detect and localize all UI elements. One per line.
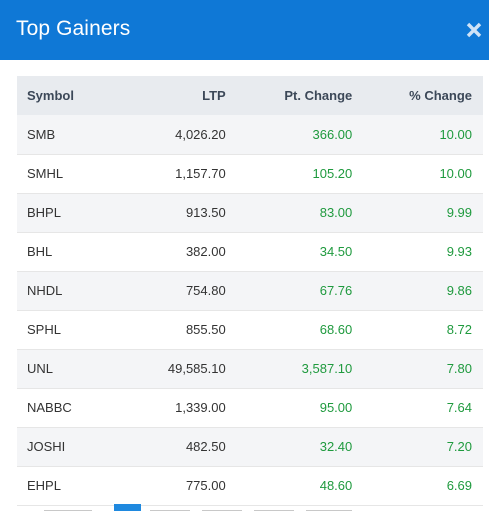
cell-ltp: 913.50: [185, 205, 226, 220]
cell-pt-change: 3,587.10: [301, 361, 353, 376]
cell-ltp: 754.80: [185, 283, 226, 298]
cell-pt-change: 32.40: [319, 439, 353, 454]
table-header-row: Symbol LTP Pt. Change % Change: [17, 76, 483, 115]
cell-pct-change: 10.00: [439, 166, 472, 181]
cell-pct-change: 9.99: [446, 205, 472, 220]
cell-pt-change: 48.60: [319, 478, 353, 493]
table-header: Symbol LTP Pt. Change % Change: [17, 76, 483, 115]
close-button[interactable]: [463, 18, 485, 42]
table-row[interactable]: UNL 49,585.10 3,587.10 7.80: [17, 349, 483, 388]
column-header-pct-change[interactable]: % Change: [409, 88, 472, 103]
gainers-table-container: Symbol LTP Pt. Change % Change SMB 4,026…: [17, 76, 483, 506]
column-header-pt-change[interactable]: Pt. Change: [284, 88, 353, 103]
cell-pct-change: 9.93: [446, 244, 472, 259]
table-row[interactable]: BHPL 913.50 83.00 9.99: [17, 193, 483, 232]
column-header-ltp[interactable]: LTP: [202, 88, 226, 103]
cell-pct-change: 9.86: [446, 283, 472, 298]
cell-ltp: 855.50: [185, 322, 226, 337]
cell-pct-change: 7.20: [446, 439, 472, 454]
cell-ltp: 482.50: [185, 439, 226, 454]
cell-ltp: 49,585.10: [167, 361, 226, 376]
cell-symbol[interactable]: NABBC: [27, 400, 72, 415]
modal-title: Top Gainers: [16, 17, 131, 40]
modal-header: Top Gainers: [0, 0, 489, 60]
table-row[interactable]: JOSHI 482.50 32.40 7.20: [17, 427, 483, 466]
cell-symbol[interactable]: SMHL: [27, 166, 64, 181]
cell-pt-change: 34.50: [319, 244, 353, 259]
table-row[interactable]: SPHL 855.50 68.60 8.72: [17, 310, 483, 349]
cell-ltp: 382.00: [185, 244, 226, 259]
gainers-table: Symbol LTP Pt. Change % Change SMB 4,026…: [17, 76, 483, 506]
cell-pt-change: 83.00: [319, 205, 353, 220]
cell-ltp: 775.00: [185, 478, 226, 493]
cell-symbol[interactable]: SPHL: [27, 322, 61, 337]
cell-ltp: 1,339.00: [175, 400, 226, 415]
table-row[interactable]: NHDL 754.80 67.76 9.86: [17, 271, 483, 310]
table-row[interactable]: SMB 4,026.20 366.00 10.00: [17, 115, 483, 154]
table-row[interactable]: EHPL 775.00 48.60 6.69: [17, 466, 483, 505]
cell-pct-change: 7.64: [446, 400, 472, 415]
pagination-current-page[interactable]: [114, 504, 141, 511]
close-icon: [466, 22, 482, 38]
cell-pt-change: 105.20: [312, 166, 353, 181]
cell-pct-change: 8.72: [446, 322, 472, 337]
table-row[interactable]: NABBC 1,339.00 95.00 7.64: [17, 388, 483, 427]
cell-symbol[interactable]: BHL: [27, 244, 53, 259]
cell-pct-change: 7.80: [446, 361, 472, 376]
pagination: [20, 504, 480, 511]
cell-ltp: 4,026.20: [175, 126, 226, 142]
cell-pct-change: 6.69: [446, 478, 472, 493]
cell-pt-change: 95.00: [319, 400, 353, 415]
table-body: SMB 4,026.20 366.00 10.00 SMHL 1,157.70 …: [17, 115, 483, 505]
cell-symbol[interactable]: BHPL: [27, 205, 61, 220]
cell-pt-change: 366.00: [312, 126, 353, 142]
column-header-symbol[interactable]: Symbol: [27, 88, 74, 103]
cell-ltp: 1,157.70: [175, 166, 226, 181]
cell-pct-change: 10.00: [439, 126, 472, 142]
cell-symbol[interactable]: EHPL: [27, 478, 61, 493]
cell-symbol[interactable]: UNL: [27, 361, 54, 376]
cell-symbol[interactable]: NHDL: [27, 283, 63, 298]
cell-pt-change: 67.76: [319, 283, 353, 298]
cell-symbol[interactable]: SMB: [27, 126, 56, 142]
cell-symbol[interactable]: JOSHI: [27, 439, 66, 454]
table-row[interactable]: BHL 382.00 34.50 9.93: [17, 232, 483, 271]
cell-pt-change: 68.60: [319, 322, 353, 337]
table-row[interactable]: SMHL 1,157.70 105.20 10.00: [17, 154, 483, 193]
